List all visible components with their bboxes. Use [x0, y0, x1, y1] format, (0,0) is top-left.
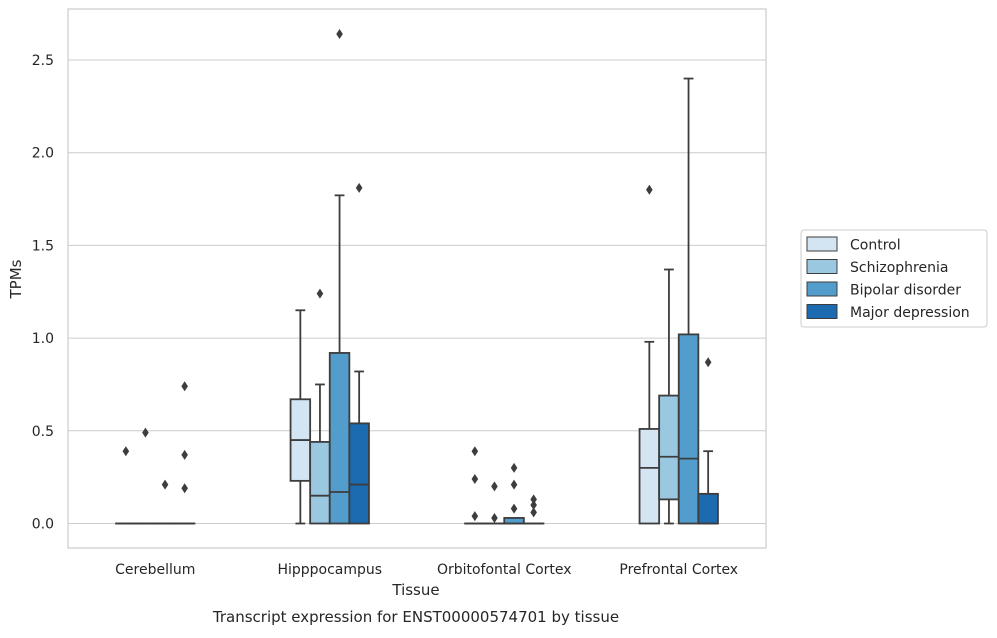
outlier-point [317, 289, 324, 299]
box-body [310, 442, 330, 524]
outlier-point [491, 513, 498, 523]
box-3-3 [698, 357, 718, 523]
outlier-point [472, 446, 479, 456]
legend-swatch [807, 237, 837, 251]
box-3-1 [349, 183, 369, 524]
box-0-0 [116, 446, 136, 523]
outlier-point [530, 507, 537, 517]
y-tick-label: 0.5 [32, 424, 54, 440]
outlier-point [181, 450, 188, 460]
outlier-point [472, 474, 479, 484]
box-body [330, 353, 350, 524]
legend-label: Schizophrenia [850, 260, 948, 276]
outlier-point [181, 381, 188, 391]
legend: Control Schizophrenia Bipolar disorder Majo… [801, 230, 987, 327]
outlier-point [472, 511, 479, 521]
outlier-point [181, 483, 188, 493]
x-axis-title: Tissue [391, 581, 439, 599]
legend-label: Bipolar disorder [850, 283, 961, 299]
box-body [349, 423, 369, 523]
outlier-point [646, 185, 653, 195]
x-tick-label: Cerebellum [115, 562, 195, 578]
y-tick-label: 0.0 [32, 517, 54, 533]
legend-swatch [807, 260, 837, 274]
y-tick-label: 1.0 [32, 331, 54, 347]
outlier-point [511, 504, 518, 514]
outlier-point [123, 446, 130, 456]
outlier-point [705, 357, 712, 367]
outlier-point [356, 183, 363, 193]
y-axis-title: TPMs [7, 259, 25, 299]
legend-swatch [807, 282, 837, 296]
y-axis-ticks: 0.0 0.5 1.0 1.5 2.0 2.5 [32, 53, 54, 533]
y-tick-label: 2.5 [32, 53, 54, 69]
outlier-point [491, 481, 498, 491]
box-2-2 [504, 463, 524, 524]
outlier-point [142, 428, 149, 438]
box-body [640, 429, 660, 524]
box-3-0 [175, 381, 195, 523]
outlier-point [511, 480, 518, 490]
y-tick-label: 2.0 [32, 146, 54, 162]
box-plot-series [116, 29, 718, 523]
box-2-0 [155, 480, 175, 524]
x-tick-label: Hipppocampus [277, 562, 382, 578]
legend-swatch [807, 305, 837, 319]
x-axis-ticks: Cerebellum Hipppocampus Orbitofontal Corte… [115, 562, 738, 578]
box-2-3 [679, 79, 699, 524]
box-1-0 [136, 428, 156, 524]
box-0-3 [640, 185, 660, 524]
box-0-2 [465, 446, 485, 523]
outlier-point [511, 463, 518, 473]
box-3-2 [524, 494, 544, 523]
y-tick-label: 1.5 [32, 238, 54, 254]
box-1-1 [310, 289, 330, 524]
box-body [698, 494, 718, 524]
chart-caption: Transcript expression for ENST0000057470… [212, 608, 619, 626]
box-0-1 [291, 310, 311, 523]
x-tick-label: Prefrontal Cortex [619, 562, 738, 578]
box-body [659, 396, 679, 500]
x-tick-label: Orbitofontal Cortex [437, 562, 572, 578]
legend-label: Major depression [850, 305, 970, 321]
box-2-1 [330, 29, 350, 523]
box-1-2 [485, 481, 505, 523]
outlier-point [336, 29, 343, 39]
outlier-point [162, 480, 169, 490]
box-body [679, 334, 699, 523]
legend-label: Control [850, 238, 901, 254]
box-1-3 [659, 270, 679, 524]
